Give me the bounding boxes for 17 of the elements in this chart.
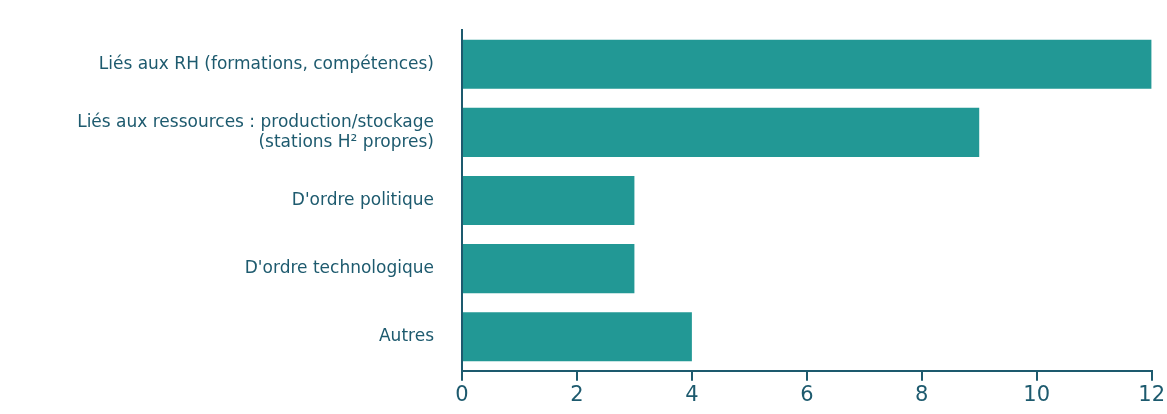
bar — [463, 39, 1152, 89]
y-tick-label: Liés aux ressources : production/stockage (stations H² propres) — [77, 110, 434, 151]
x-tick-label: 0 — [455, 381, 469, 406]
x-tick-label: 8 — [915, 381, 929, 406]
x-tick-label: 4 — [685, 381, 699, 406]
y-tick-label: D'ordre politique — [291, 188, 434, 209]
x-tick-label: 12 — [1138, 381, 1166, 406]
bar — [463, 175, 635, 226]
bar — [463, 244, 635, 294]
x-tick-label: 6 — [800, 381, 814, 406]
y-tick-label: D'ordre technologique — [244, 257, 434, 278]
x-tick-label: 10 — [1023, 381, 1051, 406]
x-tick-label: 2 — [570, 381, 584, 406]
bar — [463, 107, 980, 157]
y-tick-label: Autres — [378, 325, 435, 346]
y-tick-label: Liés aux RH (formations, compétences) — [98, 52, 434, 73]
bar — [463, 312, 692, 362]
